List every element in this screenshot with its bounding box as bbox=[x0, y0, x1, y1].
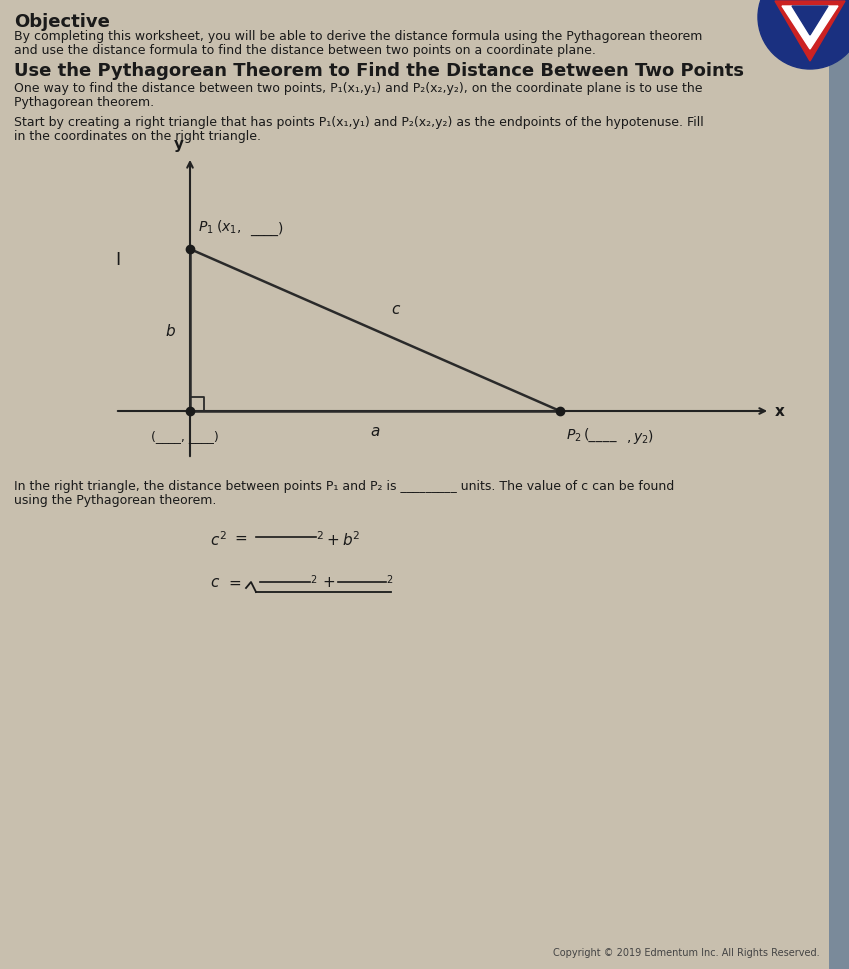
Text: (____, ____): (____, ____) bbox=[151, 429, 219, 443]
Text: $c^2$: $c^2$ bbox=[210, 529, 227, 548]
Text: and use the distance formula to find the distance between two points on a coordi: and use the distance formula to find the… bbox=[14, 44, 596, 57]
Text: $^2$: $^2$ bbox=[386, 575, 393, 588]
Text: $,y_2)$: $,y_2)$ bbox=[626, 427, 654, 446]
Polygon shape bbox=[782, 7, 838, 50]
Text: b: b bbox=[166, 324, 175, 338]
Text: I: I bbox=[115, 251, 121, 268]
Text: x: x bbox=[775, 404, 784, 419]
Text: $+$: $+$ bbox=[322, 575, 335, 589]
Text: $^2$: $^2$ bbox=[310, 575, 318, 588]
Text: $=$: $=$ bbox=[226, 575, 242, 589]
Text: c: c bbox=[391, 301, 399, 316]
Bar bbox=[829, 0, 849, 969]
Text: Start by creating a right triangle that has points P₁(x₁,y₁) and P₂(x₂,y₂) as th: Start by creating a right triangle that … bbox=[14, 116, 704, 129]
Text: $^2 + b^2$: $^2 + b^2$ bbox=[316, 529, 361, 548]
Text: One way to find the distance between two points, P₁(x₁,y₁) and P₂(x₂,y₂), on the: One way to find the distance between two… bbox=[14, 82, 702, 95]
Text: $(x_1,$: $(x_1,$ bbox=[216, 218, 241, 235]
Text: In the right triangle, the distance between points P₁ and P₂ is _________ units.: In the right triangle, the distance betw… bbox=[14, 480, 674, 492]
Text: $c$: $c$ bbox=[210, 575, 220, 589]
Polygon shape bbox=[775, 2, 845, 62]
Text: $=$: $=$ bbox=[232, 529, 248, 545]
Text: Pythagorean theorem.: Pythagorean theorem. bbox=[14, 96, 155, 109]
Text: a: a bbox=[370, 424, 380, 439]
Circle shape bbox=[758, 0, 849, 70]
Polygon shape bbox=[792, 7, 828, 36]
Text: $P_1$: $P_1$ bbox=[198, 219, 214, 235]
Text: y: y bbox=[174, 137, 184, 152]
Text: using the Pythagorean theorem.: using the Pythagorean theorem. bbox=[14, 493, 216, 507]
Text: Copyright © 2019 Edmentum Inc. All Rights Reserved.: Copyright © 2019 Edmentum Inc. All Right… bbox=[554, 947, 820, 957]
Text: Objective: Objective bbox=[14, 13, 110, 31]
Text: (____: (____ bbox=[584, 427, 617, 442]
Text: ____): ____) bbox=[250, 222, 284, 235]
Text: By completing this worksheet, you will be able to derive the distance formula us: By completing this worksheet, you will b… bbox=[14, 30, 702, 43]
Text: $P_2$: $P_2$ bbox=[566, 427, 582, 444]
Text: in the coordinates on the right triangle.: in the coordinates on the right triangle… bbox=[14, 130, 261, 142]
Text: Use the Pythagorean Theorem to Find the Distance Between Two Points: Use the Pythagorean Theorem to Find the … bbox=[14, 62, 744, 79]
